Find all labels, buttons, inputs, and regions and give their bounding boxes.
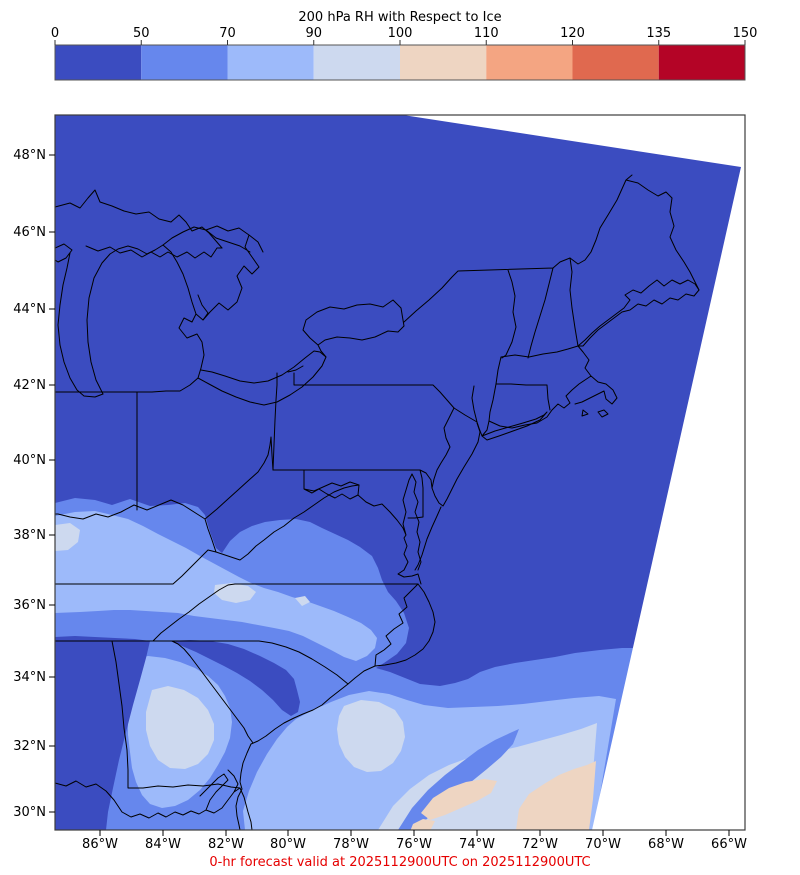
map-frame [54, 114, 746, 831]
contour-fill-90-100-spot [295, 596, 310, 606]
y-tick-label: 44°N [13, 302, 46, 317]
domain-mask-top-right [403, 115, 745, 168]
colorbar-seg-4 [400, 45, 487, 80]
y-tick-label: 42°N [13, 378, 46, 393]
colorbar-seg-7 [658, 45, 745, 80]
contour-fill-90-100-tn-nc [214, 583, 256, 603]
y-tick-label: 34°N [13, 670, 46, 685]
y-tick-label: 30°N [13, 805, 46, 820]
x-tick-label: 82°W [208, 837, 244, 852]
contour-fill-90-100-offshore-blob [337, 700, 405, 772]
contour-fill-0-50-alabama [55, 636, 150, 830]
domain-mask-right [592, 167, 745, 830]
chart-title: 200 hPa RH with Respect to Ice [298, 10, 501, 25]
colorbar-tick-50: 50 [133, 26, 150, 41]
colorbar-tick-90: 90 [305, 26, 322, 41]
x-tick-label: 76°W [396, 837, 432, 852]
colorbar: 0 50 70 90 100 110 120 135 150 [51, 26, 758, 81]
colorbar-tick-110: 110 [474, 26, 499, 41]
axis-tickmarks [49, 154, 730, 836]
x-axis-labels: 86°W 84°W 82°W 80°W 78°W 76°W 74°W 72°W … [82, 837, 747, 852]
colorbar-tick-0: 0 [51, 26, 59, 41]
colorbar-tickmarks [54, 40, 746, 45]
map-plot-area [55, 115, 745, 830]
y-tick-label: 48°N [13, 148, 46, 163]
y-axis-labels: 48°N 46°N 44°N 42°N 40°N 38°N 36°N 34°N … [13, 148, 46, 820]
y-tick-label: 46°N [13, 225, 46, 240]
contour-fill-100-110-small [410, 819, 435, 830]
colorbar-tick-100: 100 [388, 26, 413, 41]
contour-fill-100-110-stripe [421, 779, 497, 820]
colorbar-seg-3 [313, 45, 400, 80]
colorbar-seg-1 [141, 45, 228, 80]
colorbar-tick-70: 70 [219, 26, 236, 41]
contour-fill-90-100-georgia-core [146, 686, 214, 769]
colorbar-seg-5 [486, 45, 573, 80]
colorbar-tick-120: 120 [560, 26, 585, 41]
y-tick-label: 40°N [13, 453, 46, 468]
colorbar-seg-2 [227, 45, 314, 80]
contour-fill-100-110-corner [516, 761, 596, 830]
y-tick-label: 36°N [13, 598, 46, 613]
forecast-valid-caption: 0-hr forecast valid at 2025112900UTC on … [209, 855, 590, 870]
y-tick-label: 32°N [13, 739, 46, 754]
x-tick-label: 78°W [333, 837, 369, 852]
colorbar-seg-0 [55, 45, 142, 80]
x-tick-label: 68°W [648, 837, 684, 852]
contour-fill-90-100-west-edge [55, 523, 80, 551]
x-tick-label: 86°W [82, 837, 118, 852]
x-tick-label: 80°W [270, 837, 306, 852]
state-borders-coastlines [55, 174, 700, 830]
x-tick-label: 70°W [585, 837, 621, 852]
colorbar-tick-135: 135 [646, 26, 671, 41]
x-tick-label: 66°W [711, 837, 747, 852]
x-tick-label: 84°W [145, 837, 181, 852]
x-tick-label: 74°W [459, 837, 495, 852]
colorbar-seg-6 [572, 45, 659, 80]
y-tick-label: 38°N [13, 528, 46, 543]
contour-fill-0-50-ne-georgia [170, 640, 300, 716]
colorbar-tick-150: 150 [733, 26, 758, 41]
x-tick-label: 72°W [522, 837, 558, 852]
